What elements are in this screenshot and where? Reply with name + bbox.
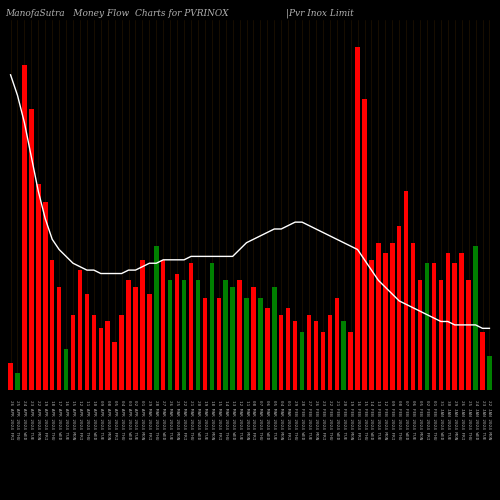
Bar [286,308,290,390]
Bar [57,287,62,390]
Bar [147,294,152,390]
Bar [22,64,26,390]
Bar [272,287,276,390]
Bar [424,263,429,390]
Bar [342,322,346,390]
Bar [487,356,492,390]
Bar [466,280,471,390]
Bar [328,314,332,390]
Bar [50,260,54,390]
Bar [438,280,443,390]
Bar [306,314,311,390]
Bar [133,287,138,390]
Bar [78,270,82,390]
Bar [210,263,214,390]
Bar [293,322,298,390]
Bar [71,314,76,390]
Bar [189,263,194,390]
Bar [460,253,464,390]
Bar [168,280,172,390]
Bar [251,287,256,390]
Bar [112,342,117,390]
Bar [98,328,103,390]
Bar [258,298,262,390]
Bar [265,308,270,390]
Bar [411,242,416,390]
Bar [446,253,450,390]
Bar [244,298,249,390]
Bar [362,99,367,390]
Bar [216,298,221,390]
Bar [356,48,360,390]
Bar [175,274,180,390]
Bar [36,184,40,390]
Bar [397,226,402,390]
Bar [334,298,339,390]
Bar [43,202,48,390]
Bar [320,332,325,390]
Bar [418,280,422,390]
Bar [404,192,408,390]
Bar [348,332,353,390]
Bar [369,260,374,390]
Bar [106,322,110,390]
Bar [64,349,68,390]
Bar [230,287,235,390]
Bar [202,298,207,390]
Bar [120,314,124,390]
Bar [126,280,131,390]
Bar [383,253,388,390]
Bar [300,332,304,390]
Bar [376,242,380,390]
Bar [15,373,20,390]
Bar [161,260,166,390]
Bar [238,280,242,390]
Bar [140,260,144,390]
Text: ManofaSutra   Money Flow  Charts for PVRINOX                    |Pvr Inox Limit: ManofaSutra Money Flow Charts for PVRINO… [5,9,354,18]
Bar [432,263,436,390]
Bar [390,242,394,390]
Bar [154,246,158,390]
Bar [29,109,34,390]
Bar [474,246,478,390]
Bar [84,294,89,390]
Bar [452,263,457,390]
Bar [224,280,228,390]
Bar [8,362,13,390]
Bar [92,314,96,390]
Bar [279,314,283,390]
Bar [480,332,485,390]
Bar [314,322,318,390]
Bar [196,280,200,390]
Bar [182,280,186,390]
